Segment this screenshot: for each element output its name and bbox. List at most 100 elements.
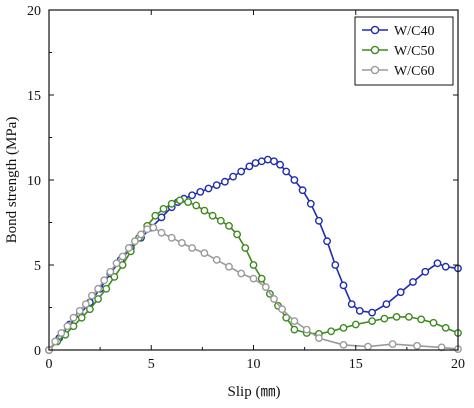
data-point-w-c60 [225, 262, 233, 271]
data-point-w-c40 [270, 157, 278, 166]
data-point-w-c60 [237, 269, 246, 278]
data-point-w-c60 [278, 305, 286, 314]
data-point-w-c40 [441, 262, 450, 271]
data-point-w-c50 [151, 211, 160, 220]
data-point-w-c50 [225, 221, 233, 230]
data-point-w-c40 [368, 308, 376, 317]
data-point-w-c50 [175, 196, 184, 205]
data-point-w-c60 [413, 341, 421, 350]
data-point-w-c50 [216, 216, 225, 225]
y-tick-label: 10 [27, 174, 41, 189]
data-point-w-c40 [196, 187, 205, 196]
data-point-w-c60 [118, 252, 127, 261]
data-point-w-c60 [149, 223, 158, 232]
data-point-w-c50 [184, 198, 193, 207]
data-point-w-c60 [100, 276, 109, 285]
data-point-w-c60 [314, 334, 323, 342]
data-point-w-c40 [396, 288, 405, 297]
data-point-w-c60 [88, 291, 96, 300]
data-point-w-c40 [188, 191, 197, 200]
data-point-w-c50 [339, 323, 348, 332]
legend-label-w-c40: W/C40 [394, 24, 434, 39]
data-point-w-c60 [167, 233, 176, 242]
data-point-w-c50 [380, 314, 389, 323]
data-point-w-c40 [204, 184, 213, 193]
data-point-w-c40 [409, 278, 417, 286]
data-point-w-c50 [241, 244, 250, 252]
data-point-w-c40 [212, 181, 221, 190]
series-line-w-c60 [48, 226, 459, 351]
data-point-w-c50 [233, 230, 242, 239]
data-point-w-c40 [263, 155, 272, 164]
data-point-w-c50 [86, 305, 94, 314]
data-point-w-c50 [94, 295, 103, 303]
y-tick-label: 5 [34, 259, 41, 274]
data-point-w-c60 [270, 295, 278, 303]
x-tick-label: 5 [148, 357, 155, 372]
data-point-w-c60 [106, 267, 115, 276]
x-tick-label: 0 [46, 357, 53, 372]
data-point-w-c50 [257, 274, 266, 283]
plot-layer [45, 155, 462, 354]
y-tick-label: 15 [27, 89, 41, 104]
data-point-w-c40 [347, 300, 356, 308]
data-point-w-c50 [159, 204, 168, 213]
data-point-w-c50 [167, 199, 176, 208]
data-point-w-c50 [192, 201, 201, 210]
data-point-w-c50 [368, 317, 376, 325]
data-point-w-c60 [212, 255, 221, 264]
data-point-w-c50 [351, 320, 360, 329]
data-point-w-c40 [298, 186, 307, 195]
x-tick-label: 20 [451, 357, 465, 372]
legend-marker-w-c60 [370, 65, 380, 75]
data-point-w-c50 [110, 272, 119, 281]
data-point-w-c60 [57, 329, 66, 337]
data-point-w-c40 [229, 172, 238, 181]
data-point-w-c40 [290, 176, 299, 184]
data-point-w-c60 [124, 244, 133, 252]
data-point-w-c40 [382, 300, 391, 308]
data-point-w-c50 [404, 312, 413, 321]
data-point-w-c60 [112, 259, 121, 268]
legend-label-w-c60: W/C60 [394, 64, 434, 79]
data-point-w-c40 [421, 267, 430, 276]
legend-label-w-c50: W/C50 [394, 44, 434, 59]
data-point-w-c40 [306, 199, 315, 208]
data-point-w-c60 [130, 237, 139, 246]
data-point-w-c40 [245, 162, 254, 171]
data-point-w-c40 [314, 216, 323, 225]
data-point-w-c60 [339, 340, 348, 349]
x-tick-label: 15 [349, 357, 363, 372]
data-point-w-c60 [94, 284, 103, 293]
data-point-w-c50 [282, 313, 291, 322]
data-point-w-c60 [261, 283, 270, 291]
data-point-w-c50 [102, 284, 111, 293]
data-point-w-c40 [331, 261, 340, 269]
data-point-w-c50 [200, 206, 209, 215]
data-point-w-c60 [75, 306, 84, 315]
y-tick-label: 20 [27, 4, 41, 19]
data-point-w-c60 [51, 337, 59, 346]
data-point-w-c60 [157, 228, 166, 237]
data-point-w-c40 [220, 177, 229, 186]
legend: W/C40 W/C50 W/C60 [354, 16, 454, 86]
data-point-w-c40 [323, 237, 331, 246]
data-point-w-c50 [249, 261, 258, 269]
data-point-w-c40 [251, 159, 260, 167]
data-point-w-c50 [429, 318, 438, 327]
x-axis-label: Slip (㎜) [228, 384, 281, 400]
data-point-w-c50 [208, 211, 217, 220]
data-point-w-c50 [327, 327, 336, 336]
data-point-w-c50 [392, 312, 401, 321]
data-point-w-c60 [364, 342, 372, 351]
data-point-w-c50 [417, 315, 426, 324]
data-point-w-c50 [290, 325, 299, 334]
data-point-w-c40 [282, 167, 291, 176]
data-point-w-c60 [137, 230, 145, 239]
data-point-w-c50 [77, 313, 86, 322]
data-point-w-c40 [276, 160, 284, 169]
data-point-w-c40 [433, 259, 442, 268]
data-point-w-c60 [388, 340, 397, 348]
